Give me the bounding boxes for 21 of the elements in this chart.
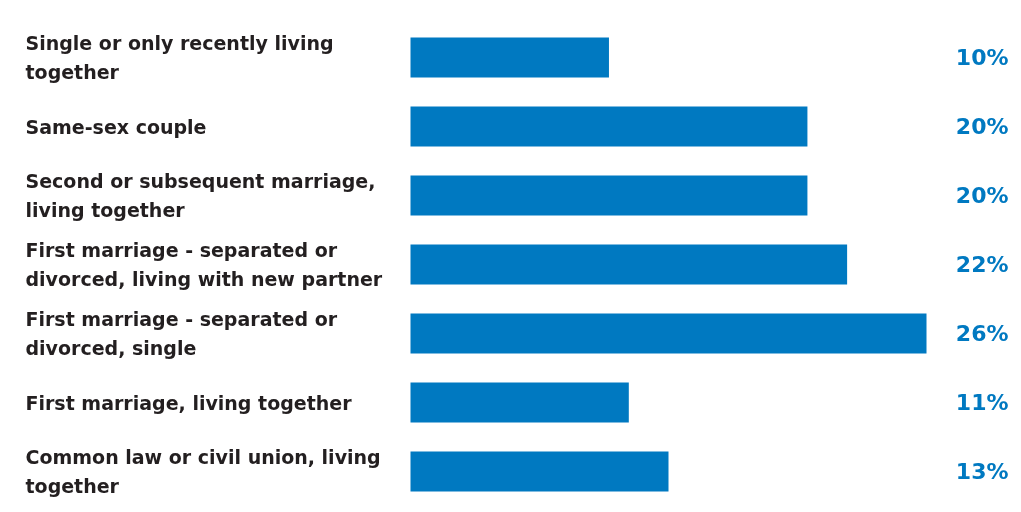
bar [410,313,927,354]
data-label: 13% [955,459,1009,484]
data-label: 20% [955,114,1009,139]
data-label: 22% [955,252,1009,277]
data-label: 26% [955,321,1009,346]
y-tick-label: Second or subsequent marriage, living together [25,169,376,222]
bar [410,244,848,285]
y-tick-label: First marriage - separated or divorced, living with new partner [25,238,383,291]
y-tick-label: First marriage, living together [25,391,353,414]
y-tick-label: Single or only recently living together [25,31,334,84]
y-tick-label: Common law or civil union, living together [25,445,381,498]
bar [410,175,808,216]
data-label: 11% [955,390,1009,415]
bar [410,106,808,147]
data-label: 10% [955,45,1009,70]
bar [410,37,609,78]
data-label: 20% [955,183,1009,208]
y-tick-label: Same-sex couple [25,115,207,138]
y-tick-label: First marriage - separated or divorced, single [25,307,338,360]
bar [410,382,629,423]
bar [410,451,669,492]
